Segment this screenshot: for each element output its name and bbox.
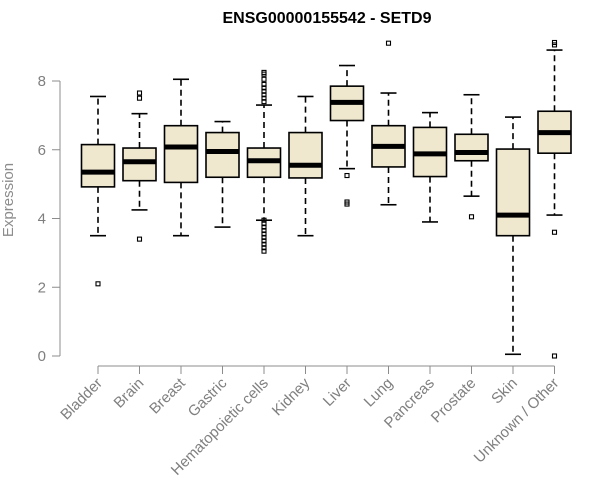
outlier-point (261, 245, 267, 251)
x-tick-label: Liver (320, 375, 355, 410)
box-iqr (288, 131, 323, 179)
outlier-point (261, 81, 267, 87)
box-8 (412, 111, 448, 223)
outlier-point (551, 39, 558, 46)
outlier-point (261, 231, 267, 237)
box-iqr (122, 147, 157, 182)
box-4 (246, 69, 282, 254)
outlier-point (261, 92, 267, 98)
x-tick-label: Bladder (57, 375, 106, 424)
outlier-point (261, 227, 267, 234)
outlier-point (136, 90, 143, 96)
box-9 (454, 93, 489, 220)
box-2 (163, 78, 199, 237)
chart-title: ENSG00000155542 - SETD9 (222, 10, 431, 27)
x-tick-label: Brain (111, 375, 148, 412)
box-iqr (205, 131, 240, 179)
outlier-point (385, 40, 392, 46)
outlier-point (136, 236, 143, 242)
outlier-point (261, 76, 267, 82)
y-axis-label: Expression (0, 163, 17, 237)
outlier-point (261, 221, 267, 227)
outlier-point (261, 217, 267, 223)
box-iqr (495, 148, 531, 237)
outlier-point (261, 224, 267, 230)
x-tick-label: Lung (361, 375, 397, 411)
outlier-point (261, 99, 267, 105)
outlier-point (344, 172, 350, 179)
outlier-point (95, 281, 101, 287)
boxes (80, 39, 572, 359)
outlier-point (136, 95, 143, 101)
outlier-point (261, 241, 267, 247)
y-tick-label-3: 6 (38, 142, 46, 159)
outlier-point (468, 214, 475, 220)
box-iqr (454, 133, 489, 162)
outlier-point (261, 95, 267, 101)
box-iqr (80, 143, 116, 188)
x-tick-label: Breast (146, 374, 189, 417)
outlier-point (261, 238, 267, 244)
outlier-point (344, 199, 350, 205)
outlier-point (551, 229, 558, 235)
y-tick-label-4: 8 (38, 73, 46, 90)
box-iqr (163, 124, 199, 184)
outlier-point (261, 69, 267, 75)
y-tick-label-2: 4 (38, 211, 46, 228)
outlier-point (261, 234, 267, 240)
x-tick-label: Skin (488, 375, 521, 408)
y-tick-label-0: 0 (38, 348, 46, 365)
box-3 (205, 120, 240, 228)
y-tick-label-1: 2 (38, 279, 46, 296)
box-5 (288, 95, 323, 237)
outlier-point (261, 88, 267, 94)
outlier-point (551, 353, 558, 359)
box-10 (495, 116, 531, 356)
box-0 (80, 95, 116, 287)
x-tick-label: Kidney (269, 374, 314, 419)
box-6 (329, 64, 365, 207)
axes: 0 2 4 6 8 (38, 73, 555, 374)
outlier-point (261, 248, 267, 254)
box-7 (371, 40, 406, 206)
x-tick-label: Prostate (428, 375, 480, 427)
outlier-point (261, 85, 267, 91)
box-1 (122, 90, 157, 242)
box-11 (537, 39, 572, 359)
